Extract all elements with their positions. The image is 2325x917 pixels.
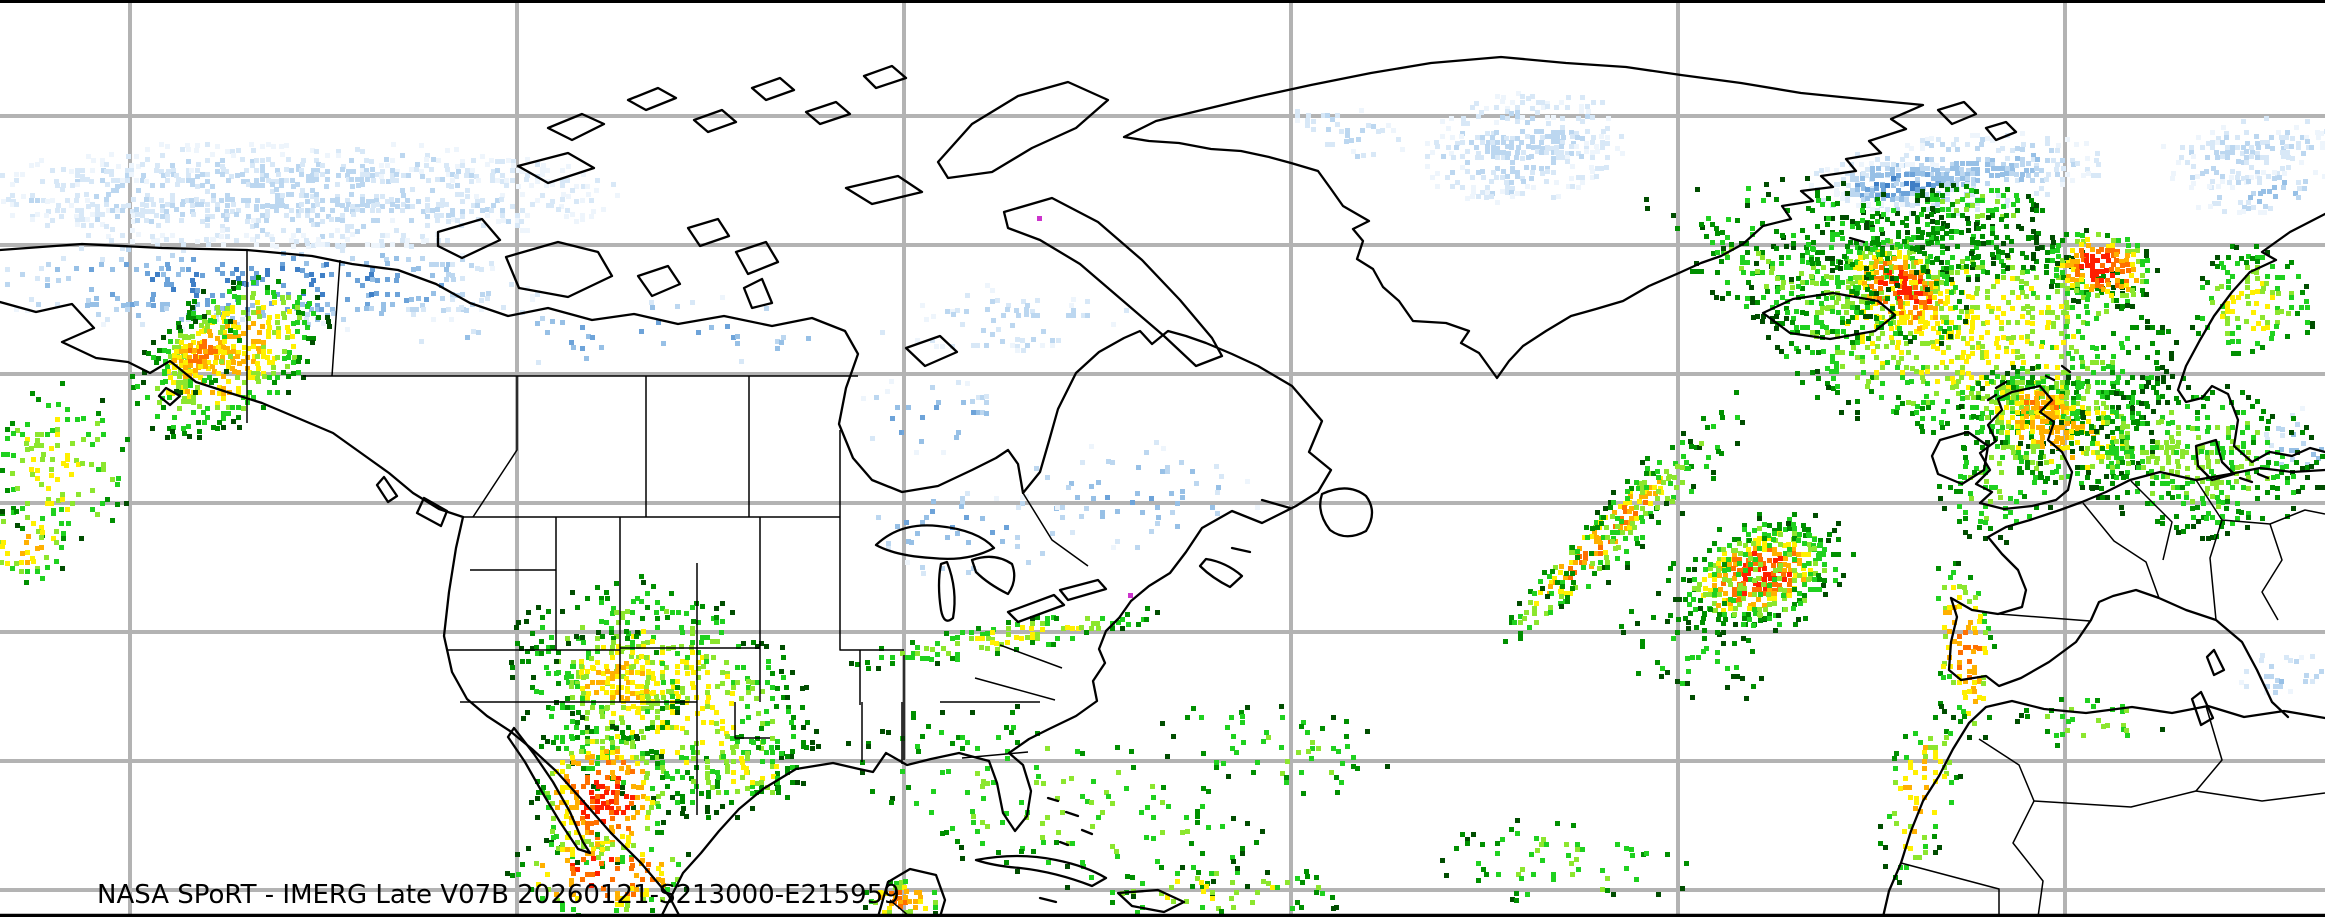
coastline-path (157, 386, 182, 407)
coastline-path (1986, 364, 2072, 402)
border-path (331, 259, 341, 377)
coastline-path (1058, 578, 1108, 602)
coastline-path (904, 334, 959, 368)
coastline-path (936, 80, 1110, 180)
border-path (2195, 479, 2223, 621)
coastline-path (1046, 796, 1094, 847)
coastline-path (692, 108, 738, 134)
coastline-path (506, 726, 592, 855)
border-path (839, 517, 904, 651)
coastline-path (436, 217, 502, 260)
border-path (974, 677, 1056, 701)
coastline-path (1230, 546, 1252, 554)
coastline-path (1319, 487, 1374, 538)
coastline-path (636, 264, 682, 298)
coastline-path (2205, 648, 2226, 677)
coastline-path (1974, 384, 2074, 511)
coastline-path (1038, 896, 1058, 904)
border-path (472, 376, 518, 518)
border-path (1998, 613, 2091, 622)
border-path (961, 751, 1029, 759)
border-path (734, 702, 770, 739)
coastline-path (516, 151, 596, 185)
coastline-path (0, 300, 682, 917)
coastlines-layer (0, 55, 2325, 917)
coastline-path (862, 64, 908, 90)
coastline-path (874, 524, 996, 561)
coastline-path (2238, 472, 2270, 484)
coastline-path (1930, 430, 1990, 486)
coastline-path (1881, 699, 2325, 917)
coastline-path (504, 240, 614, 299)
coastline-path (1984, 120, 2018, 142)
coastline-path (742, 277, 774, 310)
political-borders-layer (246, 251, 2325, 917)
coastline-path (974, 854, 1108, 888)
coastline-path (686, 217, 731, 248)
coastline-path (1198, 557, 1244, 589)
border-path (999, 644, 1063, 669)
coastline-path (1002, 196, 1224, 368)
coastline-path (2190, 690, 2215, 727)
product-timestamp-label: NASA SPoRT - IMERG Late V07B 20260121-S2… (97, 880, 900, 910)
coastline-path (1006, 593, 1066, 624)
coastline-path (1947, 466, 2325, 719)
coastline-path (1848, 236, 1866, 244)
coastline-path (734, 240, 780, 276)
coastline-path (804, 100, 852, 126)
coastline-path (546, 112, 606, 142)
coastline-path (1936, 100, 1978, 126)
coastline-path (415, 496, 449, 528)
coastline-path (750, 76, 796, 102)
border-path (2221, 509, 2325, 525)
coastline-path (375, 475, 399, 504)
precipitation-pixel-layer (0, 91, 2325, 917)
coastline-path (1260, 498, 1292, 510)
border-path (2082, 502, 2160, 599)
border-path (1978, 738, 2044, 917)
border-path (2130, 480, 2173, 561)
border-path (2261, 523, 2283, 621)
coastline-path (1761, 291, 1897, 341)
border-path (2195, 705, 2223, 792)
coastline-path (844, 174, 924, 206)
coastline-path (970, 555, 1016, 596)
coastline-path (937, 560, 956, 622)
border-path (1900, 862, 2000, 917)
coastline-path (876, 867, 947, 917)
border-path (1022, 492, 1089, 567)
coastline-path (626, 86, 678, 112)
coastline-path (2176, 212, 2325, 464)
coastline-path (1116, 888, 1186, 914)
coastline-path (1122, 55, 1925, 380)
